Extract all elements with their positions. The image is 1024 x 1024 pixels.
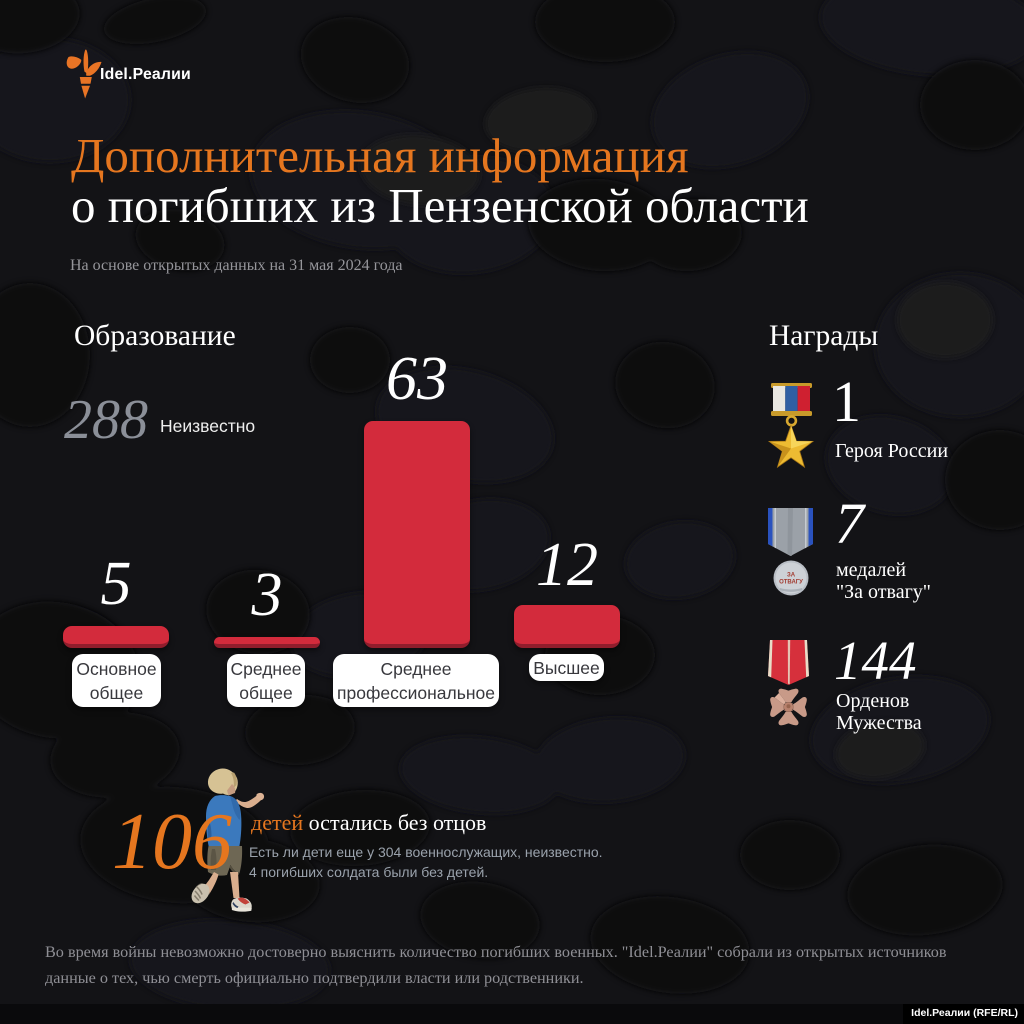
svg-text:ЗА: ЗА [787,573,796,579]
svg-text:ОТВАГУ: ОТВАГУ [779,580,803,586]
